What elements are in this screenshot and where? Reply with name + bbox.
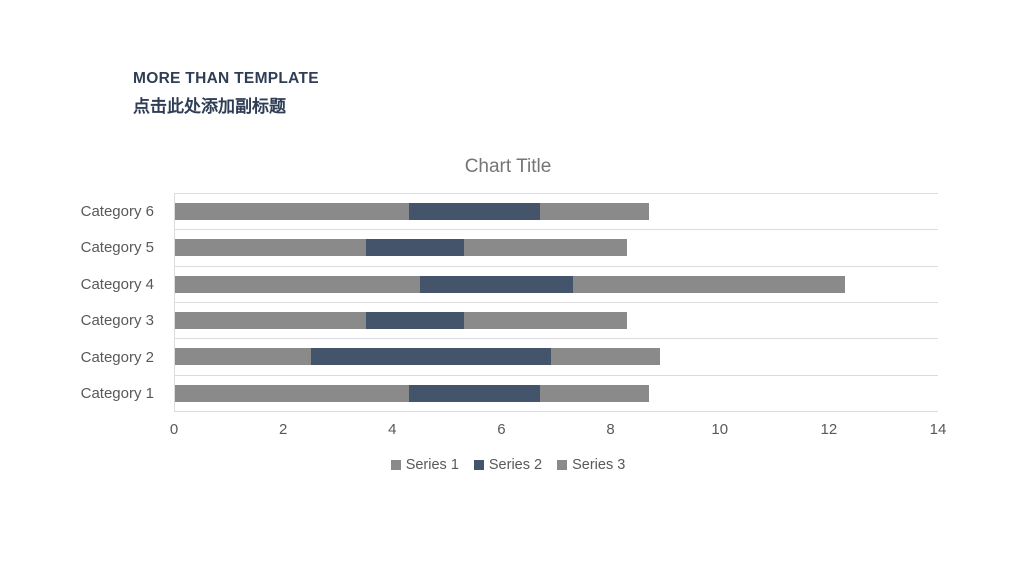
plot-wrap: Category 6 Category 5 Category 4 Category 3… xyxy=(78,193,938,412)
category-axis: Category 6 Category 5 Category 4 Category 3… xyxy=(78,193,166,412)
x-axis-tick-label: 6 xyxy=(497,421,506,438)
legend-item: Series 3 xyxy=(557,457,625,473)
bar-segment-series-3 xyxy=(540,203,650,221)
legend: Series 1 Series 2 Series 3 xyxy=(78,457,938,473)
header-subtitle: 点击此处添加副标题 xyxy=(133,97,286,116)
category-label: Category 6 xyxy=(80,202,154,220)
legend-item: Series 2 xyxy=(473,457,543,473)
stacked-bar xyxy=(175,348,938,366)
bar-segment-series-3 xyxy=(572,275,846,293)
stacked-bar xyxy=(175,239,938,257)
category-label: Category 3 xyxy=(80,312,154,330)
legend-label: Series 2 xyxy=(488,457,543,473)
plot-row xyxy=(175,303,938,340)
category-label: Category 2 xyxy=(80,348,154,366)
bar-segment-series-1 xyxy=(175,203,410,221)
plot-row xyxy=(175,376,938,412)
x-axis-tick-label: 2 xyxy=(278,421,288,438)
stacked-bar xyxy=(175,384,938,402)
bar-segment-series-3 xyxy=(540,384,650,402)
bar-segment-series-1 xyxy=(175,348,312,366)
plot-row xyxy=(175,230,938,267)
bar-segment-series-3 xyxy=(463,312,628,330)
legend-swatch-series-1 xyxy=(390,460,401,470)
plot-row xyxy=(175,339,938,376)
header-title: MORE THAN TEMPLATE xyxy=(133,70,319,87)
legend-item: Series 1 xyxy=(390,457,459,473)
x-axis: 0 2 4 6 8 10 12 14 xyxy=(170,421,947,439)
category-label: Category 1 xyxy=(80,385,154,403)
bar-segment-series-1 xyxy=(175,384,410,402)
x-axis-tick-label: 8 xyxy=(606,421,615,438)
bar-segment-series-2 xyxy=(365,312,464,330)
plot-area xyxy=(174,193,938,412)
category-label: Category 4 xyxy=(80,275,154,293)
category-label: Category 5 xyxy=(80,239,154,257)
slide-header: MORE THAN TEMPLATE 点击此处添加副标题 xyxy=(133,70,319,117)
chart-title: Chart Title xyxy=(464,156,552,177)
bar-segment-series-1 xyxy=(175,275,421,293)
x-axis-tick-label: 10 xyxy=(711,421,729,438)
bar-segment-series-2 xyxy=(311,348,552,366)
stacked-bar xyxy=(175,203,938,221)
bar-segment-series-2 xyxy=(420,275,573,293)
bar-segment-series-2 xyxy=(365,239,464,257)
plot-row xyxy=(175,267,938,303)
bar-segment-series-3 xyxy=(551,348,661,366)
plot-row xyxy=(175,194,938,231)
legend-swatch-series-3 xyxy=(557,460,568,470)
legend-label: Series 3 xyxy=(572,457,626,473)
bar-segment-series-2 xyxy=(409,384,541,402)
bar-segment-series-3 xyxy=(463,239,628,257)
bar-segment-series-1 xyxy=(175,239,366,257)
legend-swatch-series-2 xyxy=(473,460,484,470)
bar-segment-series-2 xyxy=(409,203,541,221)
x-axis-tick-label: 0 xyxy=(169,421,179,438)
stacked-bar xyxy=(175,275,938,293)
stacked-bar xyxy=(175,312,938,330)
x-axis-tick-label: 14 xyxy=(929,421,947,438)
x-axis-tick-label: 12 xyxy=(820,421,838,438)
legend-label: Series 1 xyxy=(405,457,459,473)
bar-chart: Chart Title Category 6 Category 5 Category… xyxy=(78,156,947,473)
x-axis-tick-label: 4 xyxy=(388,421,397,438)
bar-segment-series-1 xyxy=(175,312,366,330)
